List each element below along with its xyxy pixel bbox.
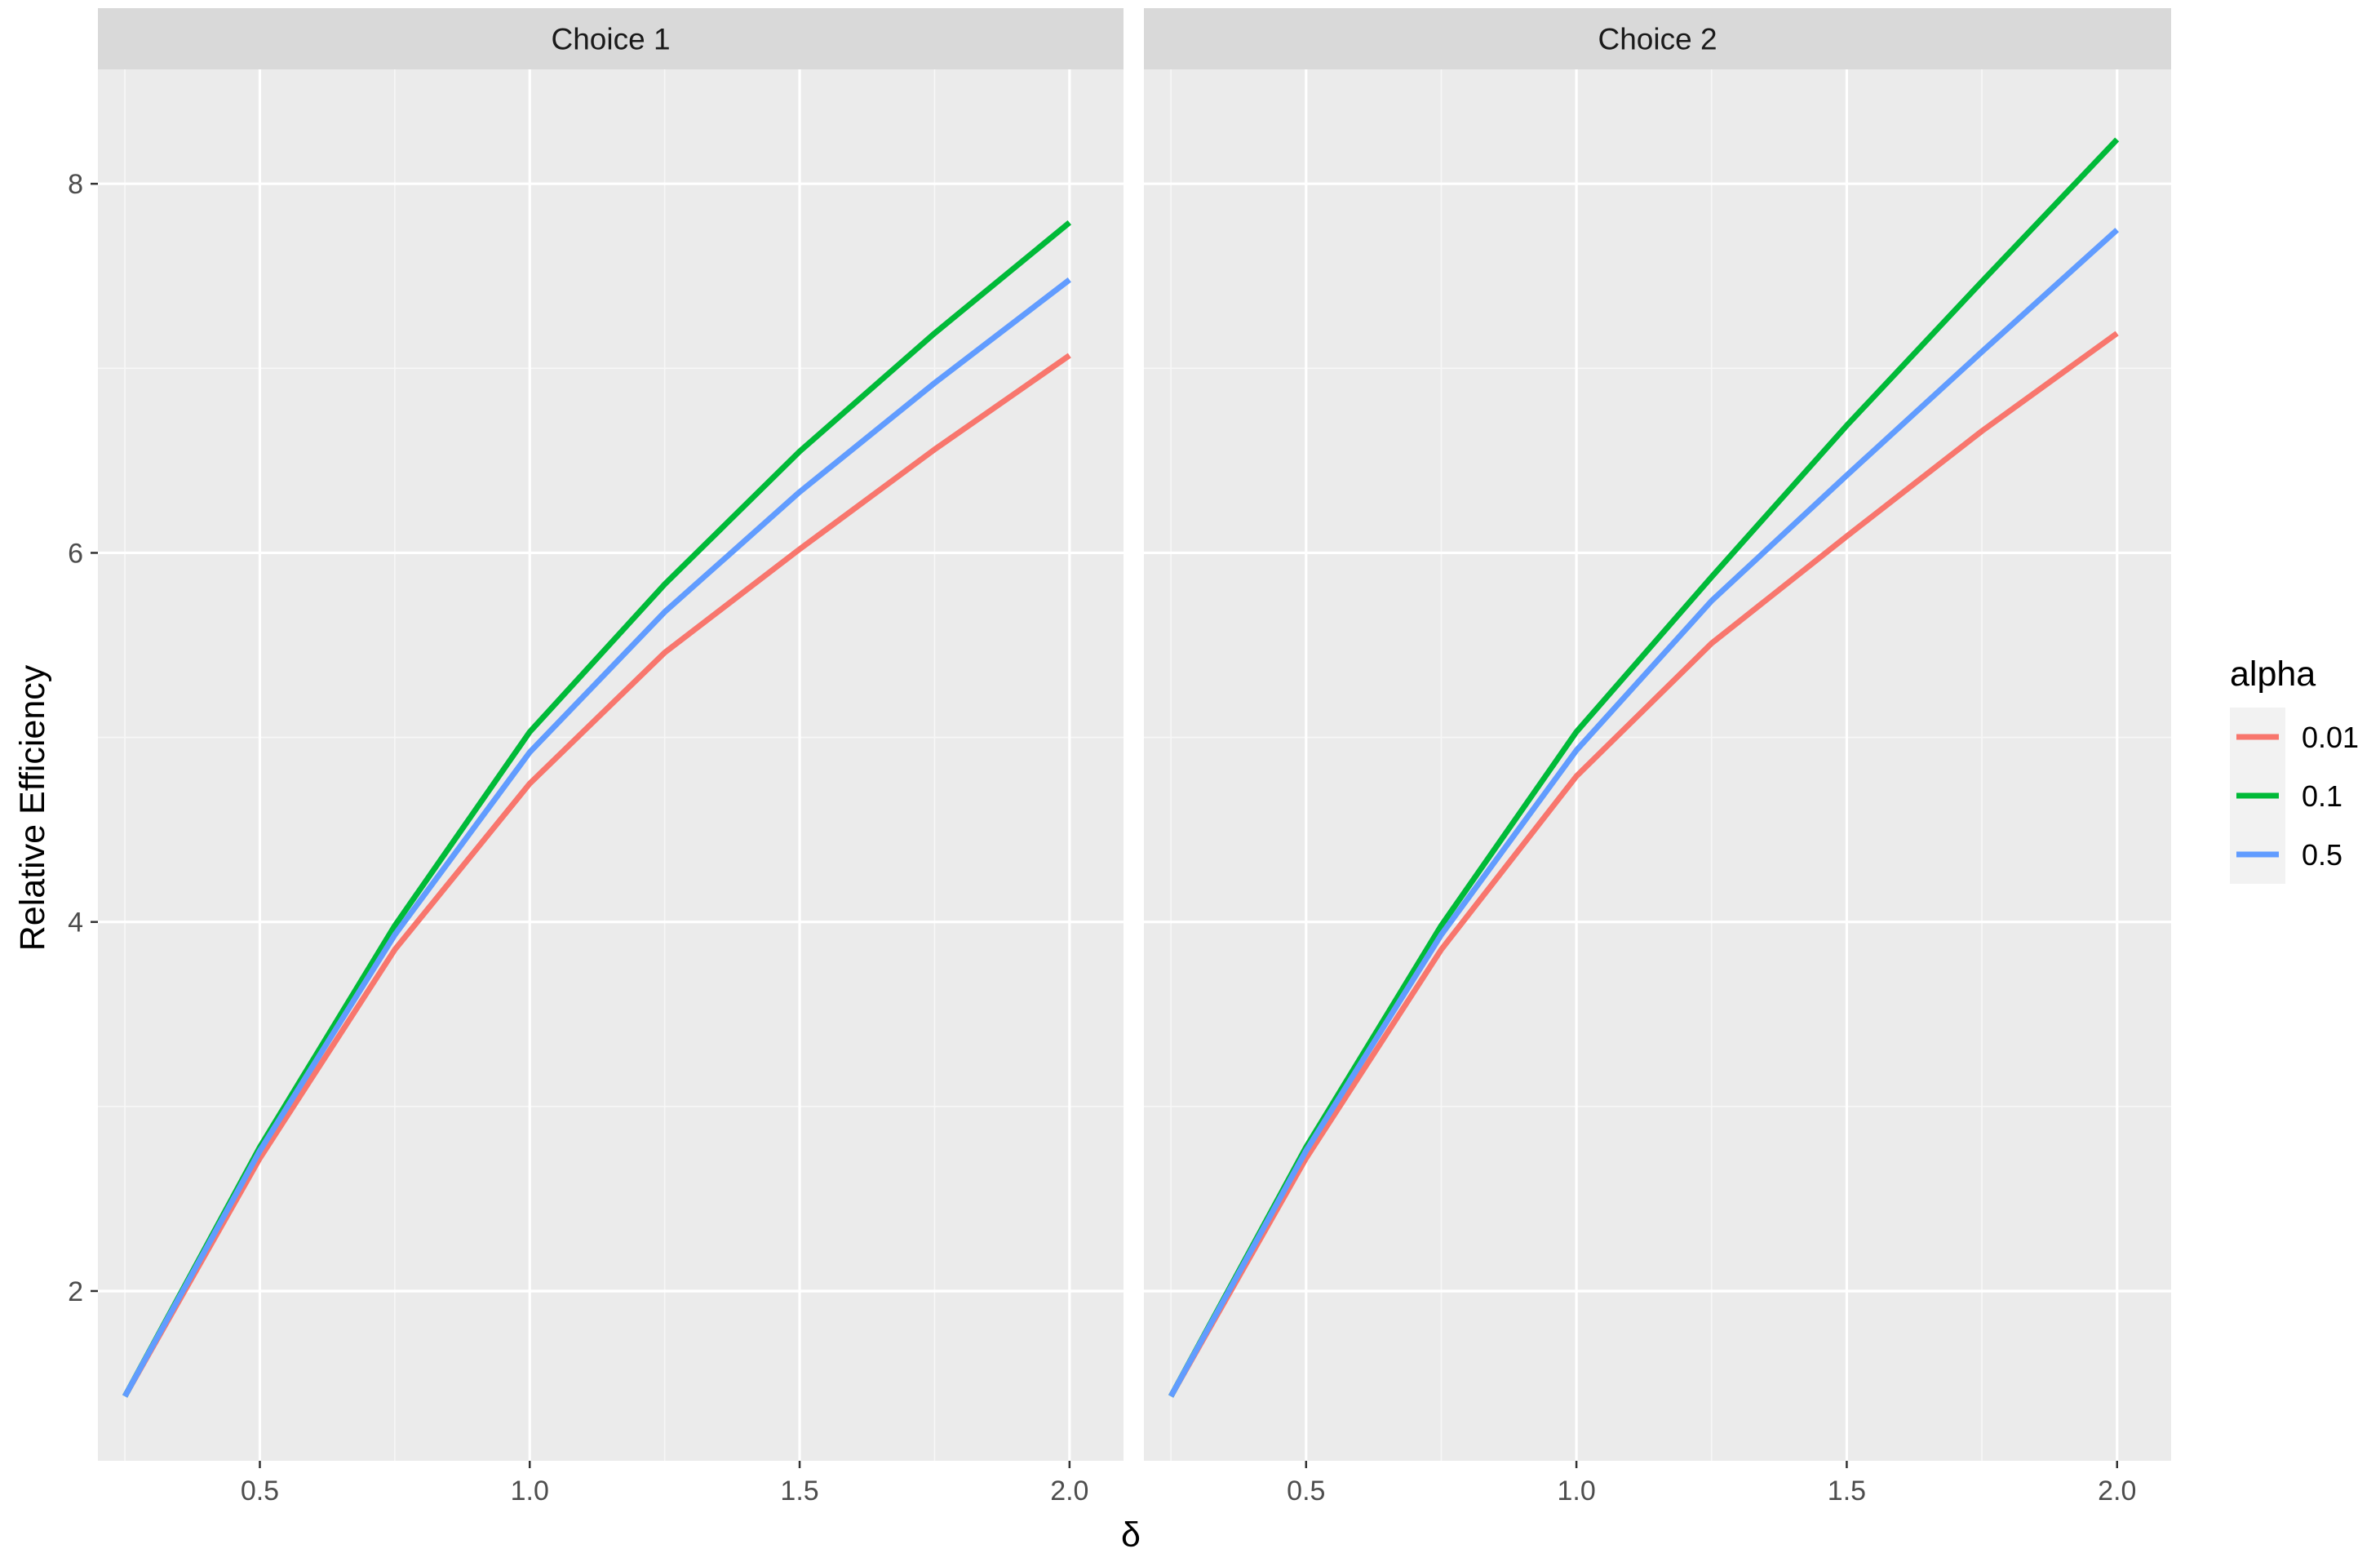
x-tick-label: 2.0: [1050, 1475, 1088, 1507]
x-tick-label: 0.5: [1287, 1475, 1325, 1507]
x-tick-label: 1.5: [780, 1475, 818, 1507]
legend-item-0.01: 0.01: [2230, 708, 2359, 766]
series-line-alpha-0.5: [1168, 228, 2120, 1398]
y-tick-label: 8: [68, 169, 83, 200]
panel-background: [98, 69, 1124, 1461]
legend-keys: 0.01 0.1 0.5: [2230, 708, 2359, 884]
panel-1: Choice 1 0.5 1.0 1.5 2.0 2 4 6 8: [68, 8, 1124, 1507]
legend-title: alpha: [2230, 655, 2316, 694]
facet-strip: [1144, 8, 2171, 69]
y-tick-label: 6: [68, 538, 83, 569]
y-axis-title: Relative Efficiency: [13, 664, 52, 951]
y-tick-label: 2: [68, 1276, 83, 1307]
facet-strip-label: Choice 2: [1598, 23, 1717, 56]
x-tick-label: 2.0: [2098, 1475, 2136, 1507]
legend: alpha 0.01 0.1 0.5: [2230, 655, 2359, 884]
x-tick-label: 1.0: [511, 1475, 549, 1507]
x-tick-label: 0.5: [241, 1475, 279, 1507]
x-axis-title: δ: [1121, 1515, 1141, 1555]
series-line-alpha-0.01: [1168, 331, 2119, 1398]
panel-2: Choice 2 0.5 1.0 1.5 2.0: [1144, 8, 2171, 1507]
legend-label: 0.01: [2302, 721, 2359, 754]
facet-strip-label: Choice 1: [551, 23, 670, 56]
legend-label: 0.1: [2302, 779, 2342, 813]
series-line-alpha-0.5: [122, 277, 1071, 1398]
y-tick-label: 4: [68, 907, 83, 939]
panels-layer: Choice 1 0.5 1.0 1.5 2.0 2 4 6 8 Choice 2 0.5 1.0 1.…: [68, 8, 2171, 1507]
facet-strip: [98, 8, 1124, 69]
x-tick-label: 1.0: [1557, 1475, 1595, 1507]
legend-label: 0.5: [2302, 838, 2342, 872]
x-tick-label: 1.5: [1828, 1475, 1866, 1507]
legend-item-0.5: 0.5: [2230, 825, 2342, 884]
panel-background: [1144, 69, 2171, 1461]
legend-item-0.1: 0.1: [2230, 766, 2342, 825]
series-line-alpha-0.01: [122, 353, 1071, 1398]
